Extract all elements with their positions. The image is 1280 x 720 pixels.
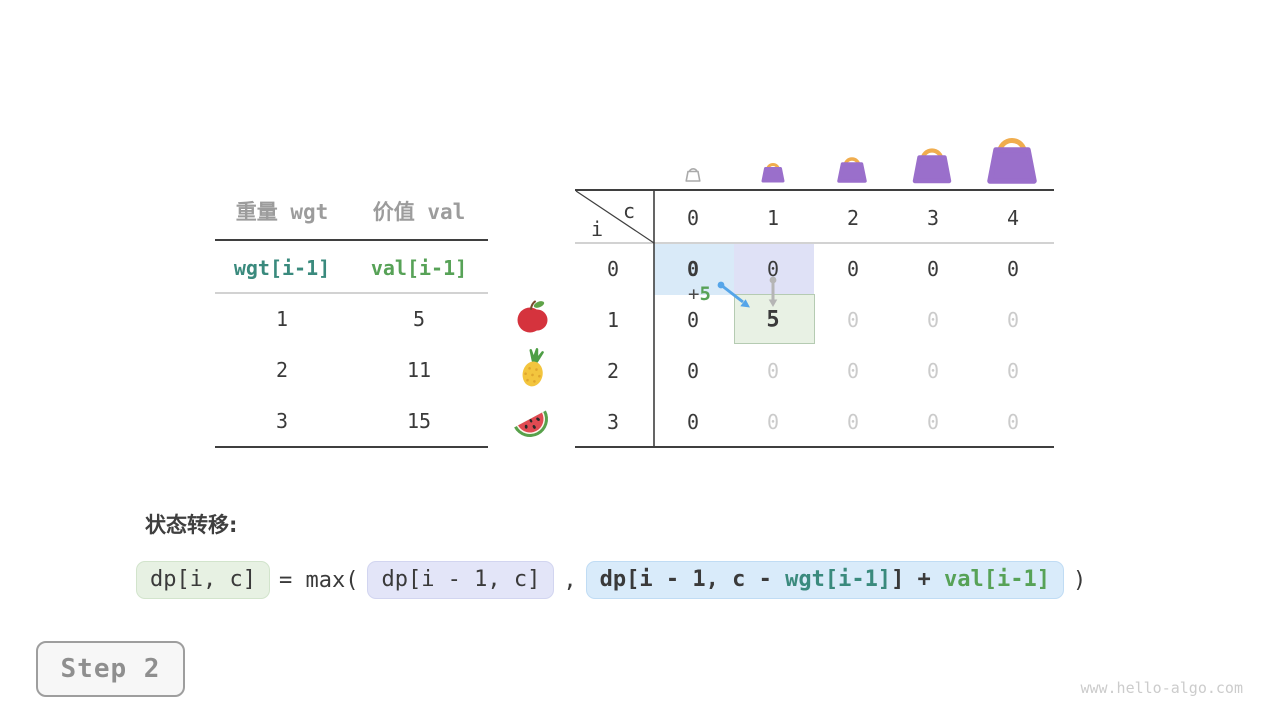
dp-row-header: 3: [606, 410, 620, 434]
dp-corner-row-label: i: [590, 217, 604, 241]
dp-cell-1-4: 0: [1006, 308, 1020, 332]
formula-arg2-part1: dp[i - 1, c -: [599, 567, 786, 592]
item-weight: 3: [275, 409, 289, 433]
arrow-keep-gray: [768, 276, 778, 307]
dp-cell-1-3: 0: [926, 308, 940, 332]
bag-large-icon: [912, 148, 952, 184]
dp-cell-3-4: 0: [1006, 410, 1020, 434]
dp-row-header: 0: [606, 257, 620, 281]
added-value: 5: [699, 283, 711, 305]
item-value: 11: [406, 358, 432, 382]
dp-cell-3-0: 0: [686, 410, 700, 434]
dp-cell-2-0: 0: [686, 359, 700, 383]
dp-corner-col-label: c: [622, 199, 636, 223]
dp-cell-1-0: 0: [686, 308, 700, 332]
item-weight: 2: [275, 358, 289, 382]
bag-xlarge-icon: [987, 138, 1037, 184]
item-value: 5: [412, 307, 426, 331]
dp-cell-1-1: 5: [766, 307, 780, 333]
transition-formula: dp[i, c] = max( dp[i - 1, c] , dp[i - 1,…: [136, 561, 1086, 599]
dp-col-header: 4: [1006, 206, 1020, 230]
item-weight: 1: [275, 307, 289, 331]
watermark-url: www.hello-algo.com: [1080, 679, 1243, 697]
item-value: 15: [406, 409, 432, 433]
apple-icon: [517, 300, 548, 333]
bag-outline-icon: [685, 168, 701, 182]
dp-cell-0-4: 0: [1006, 257, 1020, 281]
dp-cell-0-2: 0: [846, 257, 860, 281]
arrow-skip-blue: [717, 281, 750, 308]
plus-sign: +: [688, 283, 700, 305]
dp-cell-0-0: 0: [686, 257, 700, 281]
dp-row-header: 1: [606, 308, 620, 332]
items-header-weight: 重量 wgt: [235, 200, 329, 224]
dp-cell-2-2: 0: [846, 359, 860, 383]
watermelon-icon: [514, 410, 548, 437]
highlight-cell-row1-col1: [734, 294, 815, 344]
dp-cell-2-1: 0: [766, 359, 780, 383]
formula-lhs-box: dp[i, c]: [136, 561, 270, 599]
bag-small-icon: [761, 163, 785, 183]
step-indicator-button[interactable]: Step 2: [36, 641, 185, 697]
formula-arg2-val: val[i-1]: [944, 567, 1051, 592]
bag-medium-icon: [837, 157, 867, 183]
dp-cell-3-2: 0: [846, 410, 860, 434]
plus-value-annotation: +5: [688, 283, 711, 305]
dp-row-header: 2: [606, 359, 620, 383]
formula-eq-max: = max(: [278, 567, 359, 593]
dp-cell-0-3: 0: [926, 257, 940, 281]
dp-col-header: 2: [846, 206, 860, 230]
dp-cell-1-2: 0: [846, 308, 860, 332]
dp-col-header: 0: [686, 206, 700, 230]
dp-cell-2-4: 0: [1006, 359, 1020, 383]
dp-cell-3-1: 0: [766, 410, 780, 434]
items-header-value: 价值 val: [372, 200, 466, 224]
formula-comma: ,: [563, 567, 577, 593]
transition-heading: 状态转移:: [145, 513, 238, 537]
items-var-val: val[i-1]: [370, 256, 468, 280]
formula-arg1-box: dp[i - 1, c]: [367, 561, 555, 599]
formula-arg2-part3: ] +: [891, 567, 945, 592]
pineapple-icon: [522, 348, 544, 387]
dp-col-header: 1: [766, 206, 780, 230]
dp-col-header: 3: [926, 206, 940, 230]
formula-arg2-box: dp[i - 1, c - wgt[i-1]] + val[i-1]: [585, 561, 1065, 599]
items-var-wgt: wgt[i-1]: [233, 256, 331, 280]
dp-cell-2-3: 0: [926, 359, 940, 383]
dp-cell-0-1: 0: [766, 257, 780, 281]
formula-arg2-wgt: wgt[i-1]: [785, 567, 892, 592]
formula-close-paren: ): [1073, 567, 1087, 593]
dp-corner-diagonal: [575, 190, 655, 244]
dp-cell-3-3: 0: [926, 410, 940, 434]
